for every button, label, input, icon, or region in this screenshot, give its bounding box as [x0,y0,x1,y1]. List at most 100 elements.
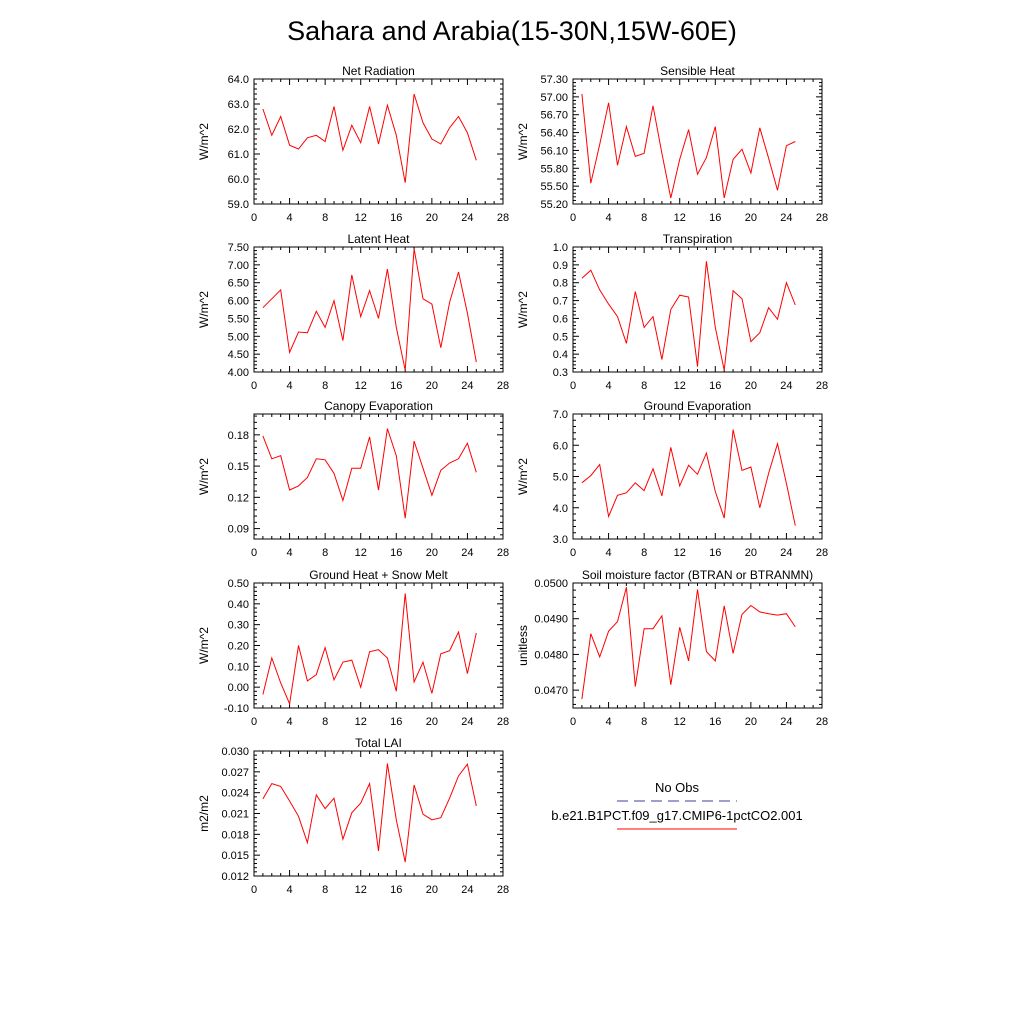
y-tick-label: 0.012 [221,871,249,883]
x-tick-label: 4 [606,547,612,559]
y-tick-label: 0.20 [228,641,249,653]
y-tick-label: 0.027 [221,767,249,779]
plot-frame [253,750,504,877]
x-tick-label: 28 [816,716,828,728]
y-tick-label: 0.6 [553,313,568,325]
y-tick-label: 57.30 [540,74,568,86]
x-tick-label: 4 [287,547,293,559]
x-tick-label: 20 [745,380,757,392]
x-tick-label: 12 [674,547,686,559]
chart-panel: Canopy Evaporation W/m^2 0 4 8 12 16 20 24 28 0.09… [197,399,509,559]
y-tick-label: 0.7 [553,296,568,308]
y-axis-label: W/m^2 [197,627,211,664]
x-tick-label: 20 [426,884,438,896]
x-tick-label: 4 [287,884,293,896]
x-tick-label: 4 [606,212,612,224]
y-tick-label: 7.00 [228,260,249,272]
x-tick-label: 0 [251,380,257,392]
plot-frame [572,246,823,373]
x-tick-label: 8 [322,884,328,896]
x-tick-label: 24 [461,547,473,559]
y-tick-label: 0.8 [553,278,568,290]
y-tick-label: 0.0490 [534,614,568,626]
series-line [262,428,477,519]
y-axis-label: m2/m2 [197,795,211,832]
x-tick-label: 12 [674,716,686,728]
x-tick-label: 12 [355,716,367,728]
plot-frame [253,413,504,540]
plot-frame [253,78,504,205]
panel-title: Soil moisture factor (BTRAN or BTRANMN) [582,568,813,582]
x-tick-label: 24 [780,716,792,728]
legend-label: No Obs [655,780,700,795]
y-tick-label: 0.0500 [534,578,568,590]
series-line [262,763,477,863]
panels: Net Radiation W/m^2 0 4 8 12 16 20 24 28 59.0 60.0 6… [197,64,828,896]
x-tick-label: 4 [606,380,612,392]
x-tick-label: 24 [461,212,473,224]
y-tick-label: 0.30 [228,620,249,632]
x-tick-label: 24 [461,884,473,896]
panel-title: Total LAI [355,736,402,750]
x-tick-label: 8 [641,212,647,224]
series-line [581,261,796,371]
x-tick-label: 0 [251,716,257,728]
x-tick-label: 16 [390,716,402,728]
x-tick-label: 0 [570,716,576,728]
y-tick-label: 55.50 [540,181,568,193]
y-tick-label: 6.0 [553,440,568,452]
y-tick-label: 61.0 [228,149,249,161]
y-tick-label: 0.00 [228,682,249,694]
panel-title: Ground Evaporation [644,399,751,413]
x-tick-label: 4 [287,716,293,728]
x-tick-label: 12 [674,212,686,224]
panel-title: Ground Heat + Snow Melt [309,568,448,582]
x-tick-label: 28 [497,212,509,224]
x-tick-label: 4 [606,716,612,728]
series-line [262,93,477,183]
chart-panel: Soil moisture factor (BTRAN or BTRANMN) u… [516,568,828,728]
y-tick-label: 0.0480 [534,649,568,661]
y-tick-label: 7.0 [553,409,568,421]
x-tick-label: 20 [426,212,438,224]
x-tick-label: 4 [287,380,293,392]
x-tick-label: 8 [641,380,647,392]
x-tick-label: 8 [641,716,647,728]
x-tick-label: 24 [780,380,792,392]
x-tick-label: 20 [426,716,438,728]
x-tick-label: 8 [322,212,328,224]
y-tick-label: 0.0470 [534,685,568,697]
x-tick-label: 28 [816,547,828,559]
x-tick-label: 0 [570,547,576,559]
y-tick-label: -0.10 [224,703,249,715]
plot-frame [572,582,823,709]
panel-title: Sensible Heat [660,64,735,78]
y-axis-label: W/m^2 [197,291,211,328]
y-tick-label: 0.024 [221,788,249,800]
y-tick-label: 4.00 [228,367,249,379]
plot-frame [253,246,504,373]
x-tick-label: 20 [745,212,757,224]
y-axis-label: W/m^2 [516,291,530,328]
x-tick-label: 28 [497,380,509,392]
x-tick-label: 12 [674,380,686,392]
x-tick-label: 16 [709,716,721,728]
y-tick-label: 56.10 [540,145,568,157]
y-tick-label: 59.0 [228,199,249,211]
x-tick-label: 8 [322,380,328,392]
y-tick-label: 63.0 [228,99,249,111]
y-tick-label: 0.18 [228,430,249,442]
y-axis-label: W/m^2 [516,458,530,495]
x-tick-label: 20 [426,380,438,392]
y-tick-label: 62.0 [228,124,249,136]
series-line [581,587,796,700]
y-axis-label: W/m^2 [516,123,530,160]
y-tick-label: 1.0 [553,242,568,254]
x-tick-label: 24 [780,547,792,559]
x-tick-label: 20 [745,716,757,728]
y-tick-label: 0.3 [553,367,568,379]
y-tick-label: 56.70 [540,110,568,122]
x-tick-label: 28 [497,716,509,728]
x-tick-label: 16 [390,884,402,896]
